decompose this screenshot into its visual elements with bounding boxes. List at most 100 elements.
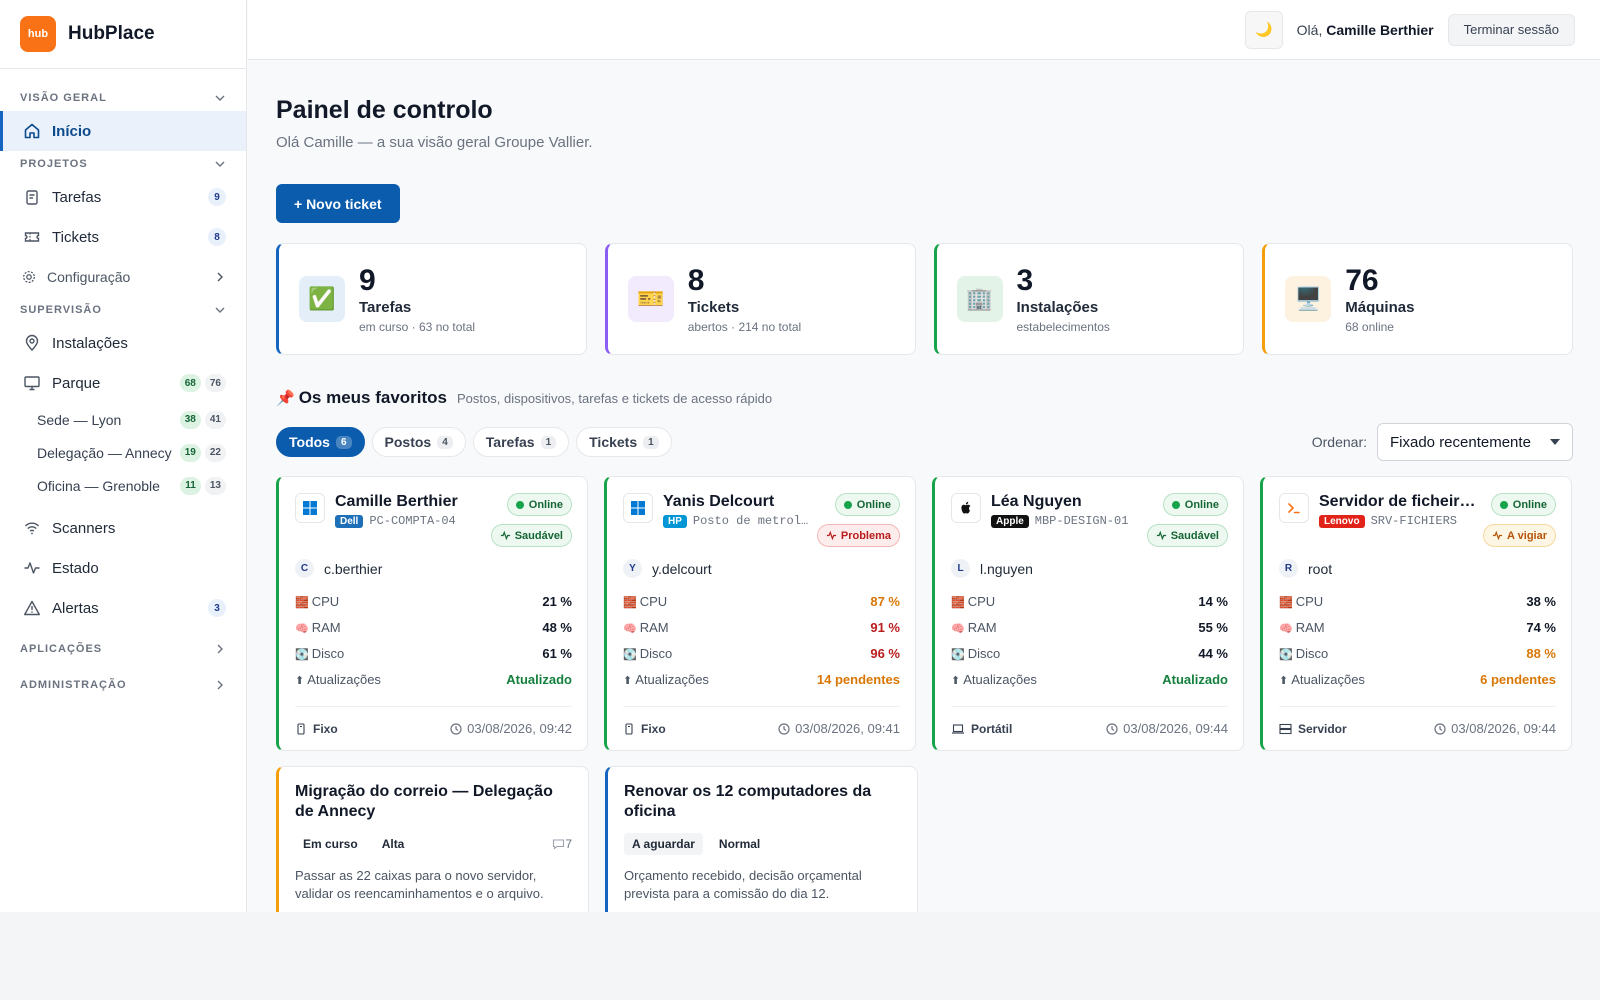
health-badge: Problema bbox=[816, 524, 900, 547]
activity-icon bbox=[1156, 530, 1166, 541]
sidebar-item-scanners[interactable]: Scanners bbox=[0, 508, 246, 548]
brand[interactable]: hub HubPlace bbox=[0, 0, 246, 69]
device-card-3[interactable]: Léa Nguyen Apple MBP-DESIGN-01 Online Sa… bbox=[932, 476, 1244, 751]
favorites-title: Os meus favoritos bbox=[298, 388, 448, 407]
device-host: SRV-FICHIERS bbox=[1370, 514, 1457, 528]
section-supervision[interactable]: SUPERVISÃO bbox=[0, 297, 246, 323]
filter-tickets[interactable]: Tickets 1 bbox=[576, 427, 672, 457]
favorites-filters: Todos 6 Postos 4 Tarefas 1 Tickets 1 bbox=[276, 427, 672, 457]
stat-card-installations[interactable]: 🏢 3 Instalações estabelecimentos bbox=[933, 243, 1245, 355]
arrow-up-icon: ⬆ bbox=[951, 674, 961, 687]
sidebar-item-alerts[interactable]: Alertas 3 bbox=[0, 588, 246, 628]
favorites-subtitle: Postos, dispositivos, tarefas e tickets … bbox=[457, 391, 773, 406]
brand-tag: Dell bbox=[335, 514, 364, 528]
stat-value: 8 bbox=[687, 263, 705, 297]
user-name: Camille Berthier bbox=[1326, 21, 1434, 38]
task-card-1[interactable]: Migração do correio — Delegação de Annec… bbox=[276, 766, 589, 912]
checkmark-icon: ✅ bbox=[299, 276, 345, 322]
chevron-right-icon bbox=[217, 680, 223, 690]
stat-detail: 68 online bbox=[1345, 319, 1394, 334]
sidebar: hub HubPlace VISÃO GERAL Início PROJETOS… bbox=[0, 0, 247, 912]
chevron-right-icon bbox=[217, 272, 223, 282]
sidebar-item-label: Parque bbox=[52, 374, 101, 392]
stat-value: 9 bbox=[359, 263, 376, 297]
device-card-4[interactable]: Servidor de ficheiros Lenovo SRV-FICHIER… bbox=[1260, 476, 1572, 751]
metric-cpu: 🧱 CPU 14 % bbox=[951, 593, 1228, 609]
filter-workstations[interactable]: Postos 4 bbox=[371, 427, 466, 457]
ram-icon: 🧠 bbox=[951, 622, 965, 635]
stats-row: ✅ 9 Tarefas em curso · 63 no total 🎫 8 T… bbox=[276, 243, 1573, 355]
warning-icon bbox=[24, 600, 40, 616]
section-administration[interactable]: ADMINISTRAÇÃO bbox=[0, 672, 246, 698]
stat-card-machines[interactable]: 🖥️ 76 Máquinas 68 online bbox=[1262, 243, 1573, 355]
sidebar-subitem-site[interactable]: Delegação — Annecy 19 22 bbox=[0, 436, 246, 469]
pin-icon: 📌 bbox=[276, 390, 295, 407]
metric-updates: ⬆ Atualizações Atualizado bbox=[951, 671, 1228, 687]
metric-value: 44 % bbox=[1198, 645, 1228, 661]
sidebar-item-label: Tarefas bbox=[52, 188, 102, 206]
section-projects[interactable]: PROJETOS bbox=[0, 151, 246, 177]
new-ticket-button[interactable]: + Novo ticket bbox=[276, 184, 400, 223]
sidebar-item-tickets[interactable]: Tickets 8 bbox=[0, 217, 246, 257]
desktop-tower-icon bbox=[625, 722, 633, 735]
device-metrics: 🧱 CPU 21 % 🧠 RAM 48 % 💽 Disco 61 % ⬆ Atualizaçõ… bbox=[295, 588, 572, 692]
device-card-2[interactable]: Yanis Delcourt HP Posto de metrologia On… bbox=[604, 476, 916, 751]
stat-label: Tickets bbox=[687, 298, 740, 316]
brand-logo: hub bbox=[20, 16, 56, 52]
app-window: hub HubPlace VISÃO GERAL Início PROJETOS… bbox=[0, 0, 1600, 912]
device-card-1[interactable]: Camille Berthier Dell PC-COMPTA-04 Onlin… bbox=[276, 476, 588, 751]
task-card-2[interactable]: Renovar os 12 computadores da oficina A … bbox=[605, 766, 918, 912]
metric-value: 14 % bbox=[1198, 593, 1228, 609]
sidebar-item-label: Alertas bbox=[52, 599, 99, 617]
sidebar-item-installations[interactable]: Instalações bbox=[0, 323, 246, 363]
metric-value: Atualizado bbox=[1162, 671, 1228, 687]
online-badge: Online bbox=[1162, 493, 1228, 516]
sidebar-subitem-site[interactable]: Oficina — Grenoble 11 13 bbox=[0, 469, 246, 502]
location-pin-icon bbox=[25, 334, 39, 351]
logout-button[interactable]: Terminar sessão bbox=[1447, 13, 1575, 46]
sidebar-item-tasks[interactable]: Tarefas 9 bbox=[0, 177, 246, 217]
filter-label: Postos bbox=[384, 434, 432, 450]
sidebar-subitem-label: Oficina — Grenoble bbox=[37, 477, 160, 494]
section-applications[interactable]: APLICAÇÕES bbox=[0, 636, 246, 662]
chevron-down-icon bbox=[215, 161, 225, 167]
ticket-icon: 🎫 bbox=[627, 276, 674, 322]
device-metrics: 🧱 CPU 14 % 🧠 RAM 55 % 💽 Disco 44 % ⬆ Atualizaçõ… bbox=[951, 588, 1228, 692]
windows-icon bbox=[623, 493, 653, 523]
cpu-icon: 🧱 bbox=[623, 596, 637, 609]
section-overview[interactable]: VISÃO GERAL bbox=[0, 85, 246, 111]
sidebar-item-park[interactable]: Parque 68 76 bbox=[0, 363, 246, 403]
clock-icon bbox=[1434, 722, 1446, 735]
laptop-icon bbox=[952, 723, 964, 734]
sidebar-item-home[interactable]: Início bbox=[0, 111, 246, 151]
task-status: A aguardar bbox=[624, 833, 703, 855]
stat-value: 3 bbox=[1016, 263, 1034, 297]
stat-card-tickets[interactable]: 🎫 8 Tickets abertos · 214 no total bbox=[604, 243, 916, 355]
moon-icon: 🌙 bbox=[1254, 21, 1273, 37]
user-login: l.nguyen bbox=[980, 560, 1033, 577]
stat-card-tasks[interactable]: ✅ 9 Tarefas em curso · 63 no total bbox=[276, 243, 587, 355]
activity-icon bbox=[1492, 530, 1503, 541]
device-user: R root bbox=[1279, 559, 1556, 578]
sidebar-item-status[interactable]: Estado bbox=[0, 548, 246, 588]
device-type: Servidor bbox=[1279, 722, 1347, 736]
sidebar-nav: VISÃO GERAL Início PROJETOS Tarefas 9 Ti… bbox=[0, 69, 246, 698]
sidebar-item-label: Início bbox=[52, 122, 92, 140]
sidebar-item-configuration[interactable]: Configuração bbox=[0, 257, 246, 297]
user-avatar: C bbox=[295, 559, 314, 578]
filter-tasks[interactable]: Tarefas 1 bbox=[472, 427, 570, 457]
building-icon: 🏢 bbox=[956, 276, 1003, 322]
health-badge: A vigiar bbox=[1483, 524, 1556, 547]
metric-value: 21 % bbox=[542, 593, 572, 609]
task-cards: Migração do correio — Delegação de Annec… bbox=[276, 766, 918, 912]
sort-select[interactable]: Fixado recentemente bbox=[1377, 423, 1573, 461]
metric-ram: 🧠 RAM 91 % bbox=[623, 619, 900, 635]
device-name: Yanis Delcourt bbox=[663, 493, 775, 510]
sidebar-subitem-site[interactable]: Sede — Lyon 38 41 bbox=[0, 403, 246, 436]
filter-all[interactable]: Todos 6 bbox=[276, 427, 365, 457]
wifi-icon bbox=[24, 522, 40, 535]
theme-toggle-button[interactable]: 🌙 bbox=[1244, 10, 1283, 49]
metric-cpu: 🧱 CPU 87 % bbox=[623, 593, 900, 609]
metric-value: Atualizado bbox=[506, 671, 572, 687]
ram-icon: 🧠 bbox=[1279, 622, 1293, 635]
